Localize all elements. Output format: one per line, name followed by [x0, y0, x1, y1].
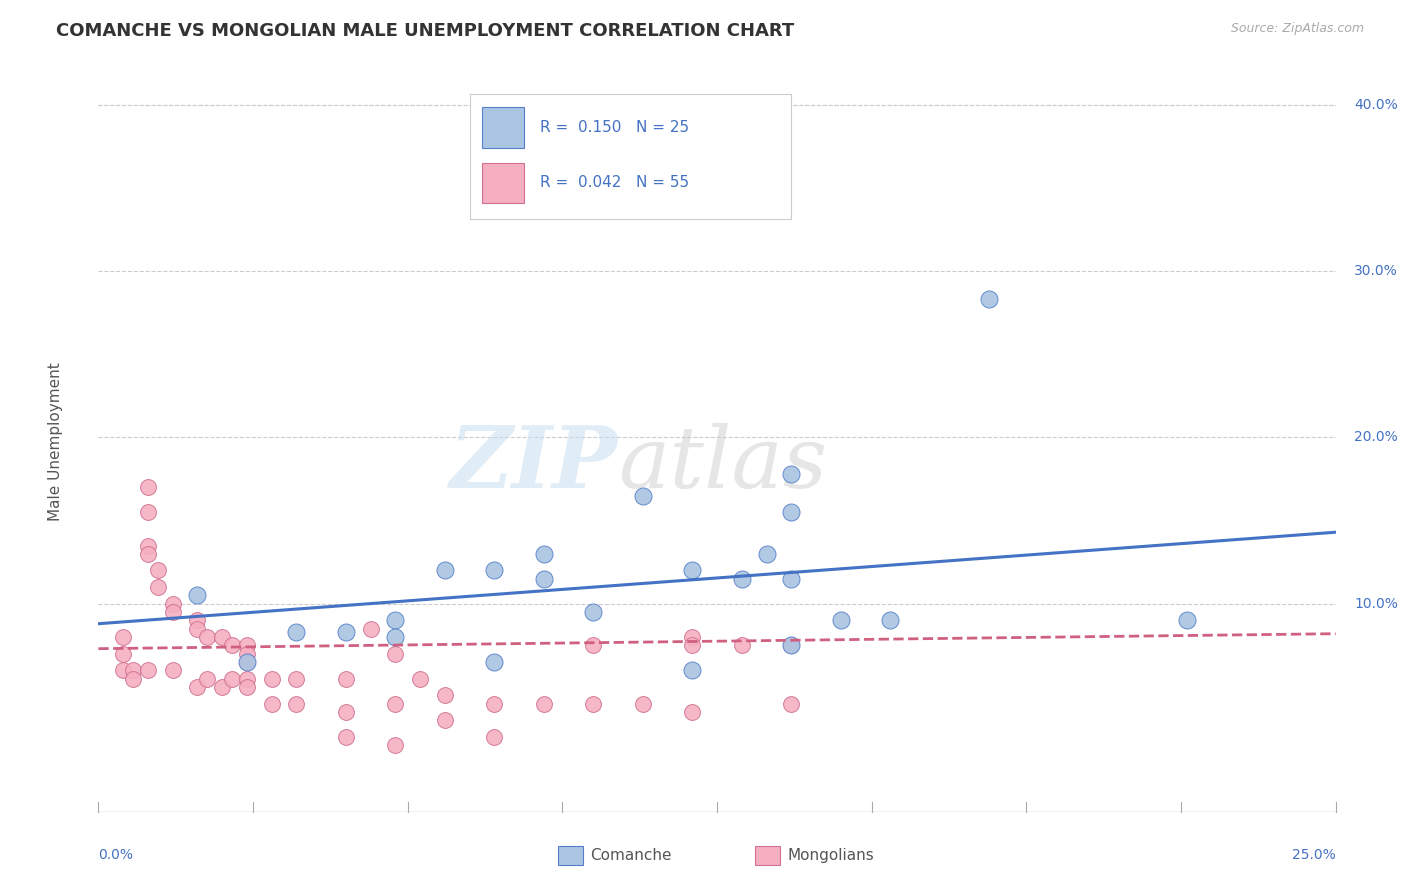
Point: [335, 672, 357, 686]
Point: [195, 672, 218, 686]
Point: [186, 680, 208, 694]
Point: [384, 647, 406, 661]
Text: 40.0%: 40.0%: [1354, 97, 1398, 112]
Point: [533, 697, 555, 711]
Text: 20.0%: 20.0%: [1354, 430, 1398, 444]
Point: [433, 688, 456, 702]
Point: [122, 663, 145, 677]
Point: [433, 713, 456, 727]
Point: [780, 638, 803, 652]
Point: [186, 622, 208, 636]
Point: [186, 614, 208, 628]
Point: [335, 705, 357, 719]
Point: [731, 638, 754, 652]
Point: [285, 697, 308, 711]
Text: 25.0%: 25.0%: [1292, 848, 1336, 863]
Point: [830, 614, 852, 628]
Point: [484, 564, 506, 578]
Text: ZIP: ZIP: [450, 422, 619, 506]
Point: [879, 614, 901, 628]
Point: [136, 663, 159, 677]
Point: [236, 655, 259, 669]
Point: [136, 539, 159, 553]
Point: [136, 505, 159, 519]
Text: Comanche: Comanche: [591, 848, 672, 863]
Point: [335, 730, 357, 744]
Point: [582, 697, 605, 711]
Point: [484, 730, 506, 744]
Point: [681, 663, 703, 677]
Text: Male Unemployment: Male Unemployment: [48, 362, 63, 521]
Point: [979, 293, 1001, 307]
Text: COMANCHE VS MONGOLIAN MALE UNEMPLOYMENT CORRELATION CHART: COMANCHE VS MONGOLIAN MALE UNEMPLOYMENT …: [56, 22, 794, 40]
Point: [211, 630, 233, 644]
Point: [136, 547, 159, 561]
Point: [681, 705, 703, 719]
Point: [146, 580, 169, 594]
Point: [285, 625, 308, 640]
Text: Mongolians: Mongolians: [787, 848, 875, 863]
Point: [112, 630, 135, 644]
Text: atlas: atlas: [619, 423, 827, 505]
Point: [195, 630, 218, 644]
Point: [484, 697, 506, 711]
Point: [681, 564, 703, 578]
Point: [433, 564, 456, 578]
Point: [211, 680, 233, 694]
Point: [1175, 614, 1198, 628]
Point: [236, 638, 259, 652]
Point: [136, 480, 159, 494]
Text: 30.0%: 30.0%: [1354, 264, 1398, 278]
Point: [186, 589, 208, 603]
Point: [681, 630, 703, 644]
Point: [221, 638, 243, 652]
Point: [780, 572, 803, 586]
Point: [162, 597, 184, 611]
Point: [236, 647, 259, 661]
Point: [681, 638, 703, 652]
Point: [162, 663, 184, 677]
Point: [335, 625, 357, 640]
Point: [112, 663, 135, 677]
Point: [780, 697, 803, 711]
Point: [780, 505, 803, 519]
Point: [146, 564, 169, 578]
Point: [409, 672, 432, 686]
Point: [631, 697, 654, 711]
Point: [285, 672, 308, 686]
Text: 0.0%: 0.0%: [98, 848, 134, 863]
Point: [236, 655, 259, 669]
Point: [384, 697, 406, 711]
Point: [533, 547, 555, 561]
Point: [384, 738, 406, 752]
Point: [631, 489, 654, 503]
Point: [236, 680, 259, 694]
Point: [484, 655, 506, 669]
Point: [731, 572, 754, 586]
Point: [122, 672, 145, 686]
Text: 10.0%: 10.0%: [1354, 597, 1398, 611]
Point: [582, 605, 605, 619]
Point: [162, 605, 184, 619]
Point: [236, 672, 259, 686]
Point: [360, 622, 382, 636]
Point: [221, 672, 243, 686]
Point: [533, 572, 555, 586]
Point: [260, 697, 283, 711]
Point: [112, 647, 135, 661]
Point: [384, 614, 406, 628]
Point: [260, 672, 283, 686]
Point: [384, 630, 406, 644]
Point: [755, 547, 778, 561]
Point: [780, 638, 803, 652]
Text: Source: ZipAtlas.com: Source: ZipAtlas.com: [1230, 22, 1364, 36]
Point: [582, 638, 605, 652]
Point: [780, 467, 803, 481]
